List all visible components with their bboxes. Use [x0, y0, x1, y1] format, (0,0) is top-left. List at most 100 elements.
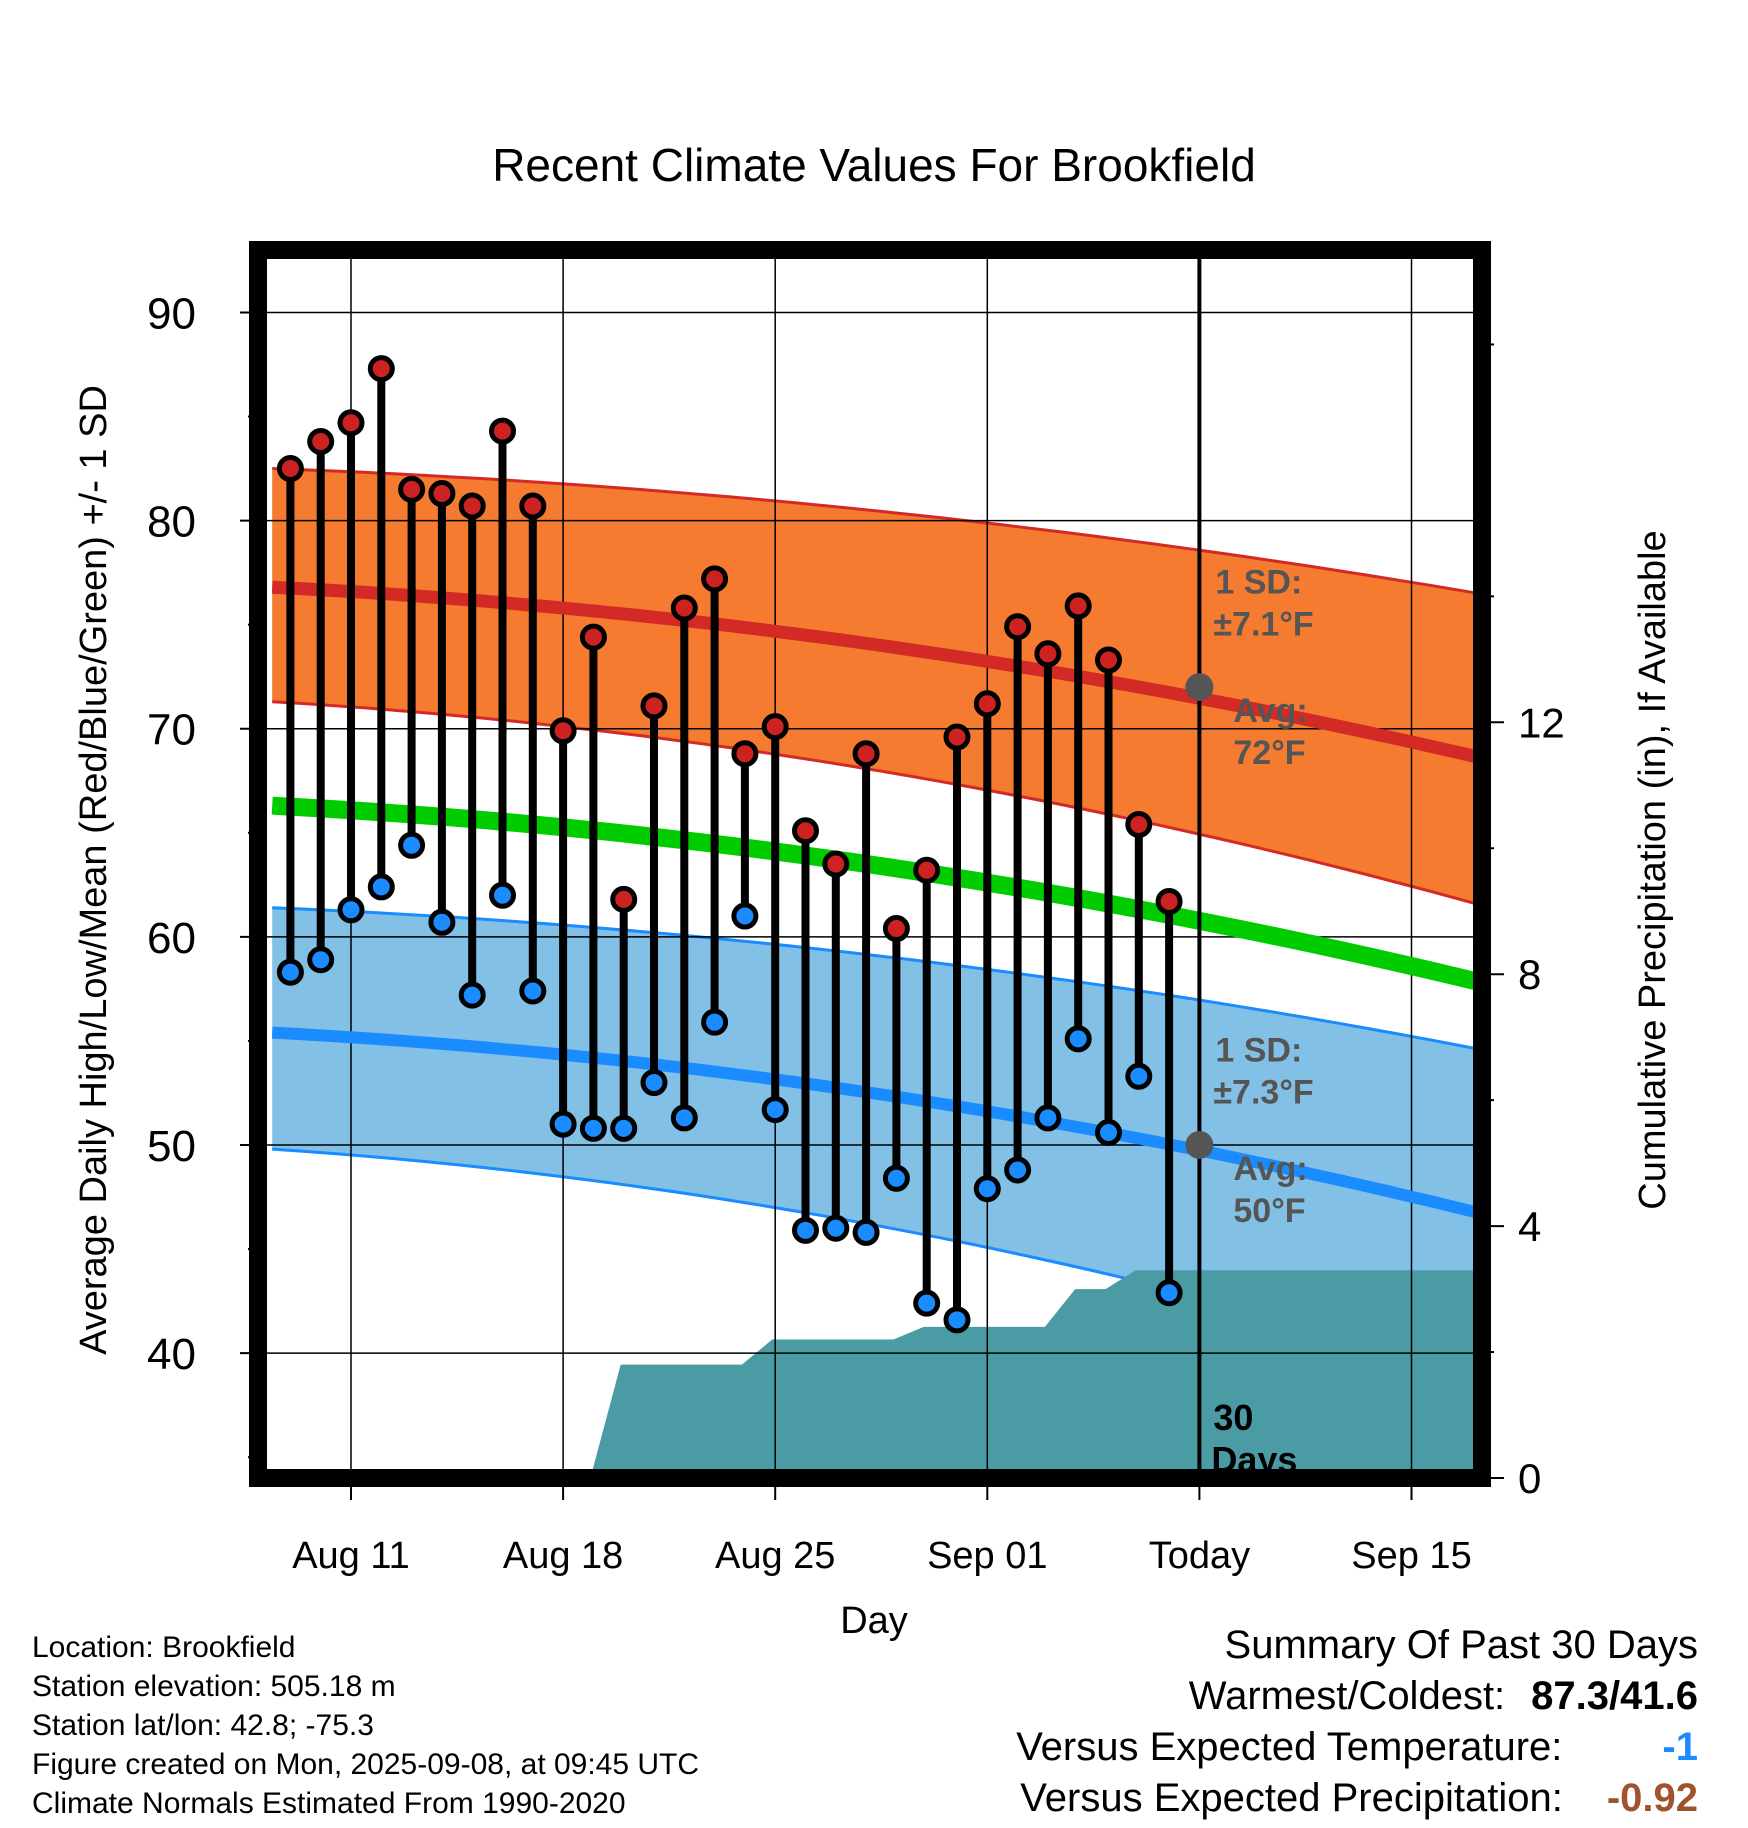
daily-low-point	[640, 1069, 668, 1097]
warmest-coldest-value: 87.3/41.6	[1531, 1674, 1698, 1718]
high-sd-value: ±7.1°F	[1213, 605, 1313, 643]
high-sd-label: 1 SD:	[1215, 563, 1302, 601]
summary-precipitation: Versus Expected Precipitation: -0.92	[1016, 1773, 1698, 1824]
daily-high-point	[640, 692, 668, 720]
period-number: 30	[1213, 1397, 1253, 1438]
daily-low-point	[1064, 1025, 1092, 1053]
daily-low-point	[1095, 1118, 1122, 1146]
low-average-line	[271, 1026, 1482, 1220]
low-sd-value: ±7.3°F	[1213, 1074, 1313, 1112]
daily-high-point	[458, 492, 486, 520]
daily-low-point	[792, 1216, 819, 1244]
daily-low-point	[337, 896, 365, 924]
daily-high-point	[1034, 640, 1062, 668]
today-low-avg-marker	[1185, 1130, 1214, 1159]
daily-high-point	[579, 623, 607, 651]
daily-low-point	[882, 1164, 910, 1192]
warmest-coldest-label: Warmest/Coldest:	[1188, 1674, 1506, 1718]
x-axis-label: Day	[840, 1600, 908, 1642]
low-avg-label: Avg:	[1233, 1150, 1307, 1188]
daily-high-point	[1125, 810, 1153, 838]
daily-low-point	[367, 873, 395, 901]
daily-low-point	[489, 881, 516, 909]
daily-low-point	[701, 1008, 729, 1036]
daily-high-point	[882, 915, 910, 943]
daily-low-point	[913, 1289, 941, 1317]
daily-low-point	[519, 977, 547, 1005]
daily-low-point	[579, 1114, 607, 1142]
daily-low-point	[610, 1114, 638, 1142]
daily-high-point	[367, 355, 395, 383]
daily-low-point	[1004, 1156, 1032, 1184]
daily-low-point	[1125, 1062, 1153, 1090]
high-sd-band	[272, 468, 1482, 906]
x-tick-label: Today	[1149, 1535, 1250, 1577]
daily-high-point	[822, 850, 850, 878]
precipitation-area	[272, 1270, 1482, 1478]
y-tick-label: 50	[147, 1122, 196, 1171]
high-avg-value: 72°F	[1233, 734, 1305, 772]
plot-area: 1 SD: ±7.1°F Avg: 72°F 1 SD: ±7.3°F Avg: 50°F 30…	[147, 241, 1565, 1577]
daily-high-point	[943, 723, 971, 751]
daily-high-point	[913, 856, 941, 884]
temp-vs-expected-value: -1	[1662, 1725, 1698, 1769]
daily-high-point	[731, 740, 759, 768]
daily-high-point	[852, 740, 880, 768]
y2-tick-label: 4	[1518, 1203, 1541, 1250]
daily-low-point	[943, 1306, 971, 1334]
low-sd-label: 1 SD:	[1215, 1032, 1302, 1070]
y-tick-label: 70	[147, 706, 196, 755]
y-tick-label: 80	[147, 498, 196, 547]
y2-tick-label: 0	[1518, 1455, 1541, 1502]
x-tick-label: Aug 25	[715, 1535, 835, 1577]
daily-low-point	[731, 902, 759, 930]
x-tick-label: Aug 11	[292, 1535, 410, 1577]
x-tick-label: Sep 15	[1351, 1535, 1471, 1577]
daily-high-point	[276, 455, 304, 483]
daily-high-point	[670, 594, 698, 622]
station-info: Location: Brookfield Station elevation: …	[32, 1628, 699, 1823]
daily-high-point	[1155, 887, 1183, 915]
created-text: Figure created on Mon, 2025-09-08, at 09…	[32, 1748, 700, 1781]
daily-low-point	[973, 1175, 1001, 1203]
daily-low-point	[1155, 1279, 1183, 1307]
daily-high-point	[1004, 613, 1032, 641]
daily-high-point	[701, 565, 729, 593]
y2-axis-label: Cumulative Precipitation (in), If Availa…	[1632, 530, 1674, 1209]
daily-high-point	[428, 480, 456, 508]
y-axis-label: Average Daily High/Low/Mean (Red/Blue/Gr…	[73, 385, 115, 1355]
summary-temperature: Versus Expected Temperature: -1	[1016, 1722, 1698, 1773]
daily-high-point	[610, 885, 638, 913]
x-tick-label: Sep 01	[927, 1535, 1047, 1577]
daily-low-point	[670, 1104, 698, 1132]
summary-title: Summary Of Past 30 Days	[1224, 1623, 1698, 1667]
high-sd-upper-line	[272, 467, 1491, 597]
today-high-avg-marker	[1185, 673, 1214, 702]
daily-low-point	[1034, 1104, 1062, 1132]
daily-high-point	[973, 690, 1001, 718]
normals-text: Climate Normals Estimated From 1990-2020	[32, 1787, 626, 1820]
daily-high-point	[549, 717, 577, 745]
daily-low-point	[428, 908, 456, 936]
daily-high-point	[398, 475, 426, 503]
daily-high-point	[792, 817, 819, 845]
daily-low-point	[761, 1096, 789, 1124]
chart-title: Recent Climate Values For Brookfield	[492, 139, 1256, 191]
daily-high-point	[337, 409, 365, 437]
y2-tick-label: 8	[1518, 951, 1541, 998]
y-tick-label: 40	[147, 1330, 196, 1379]
x-tick-label: Aug 18	[503, 1535, 623, 1577]
precip-vs-expected-value: -0.92	[1606, 1776, 1698, 1820]
daily-low-point	[307, 946, 335, 974]
daily-high-point	[1095, 646, 1122, 674]
daily-high-point	[519, 492, 547, 520]
daily-low-point	[549, 1110, 577, 1138]
daily-high-point	[1064, 592, 1092, 620]
summary-panel: Summary Of Past 30 Days Warmest/Coldest:…	[1016, 1620, 1698, 1824]
y-tick-label: 60	[147, 914, 196, 963]
daily-low-point	[852, 1218, 880, 1246]
daily-low-point	[276, 958, 304, 986]
summary-warmest-coldest: Warmest/Coldest: 87.3/41.6	[1016, 1671, 1698, 1722]
daily-high-point	[761, 713, 789, 741]
high-avg-label: Avg:	[1233, 692, 1307, 730]
